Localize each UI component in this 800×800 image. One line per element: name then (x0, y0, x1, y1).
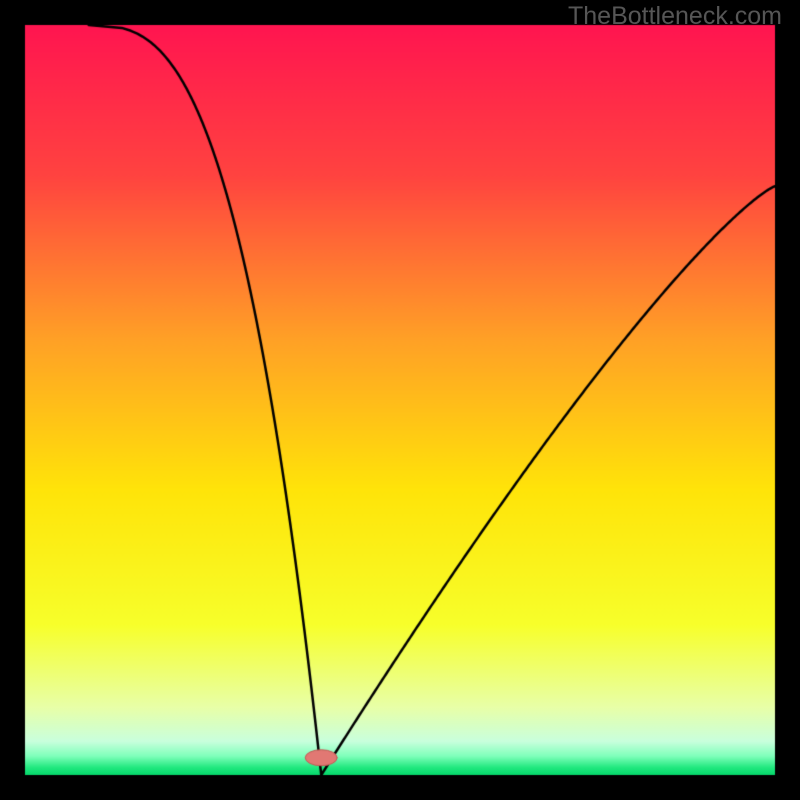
bottleneck-chart (0, 0, 800, 800)
watermark-text: TheBottleneck.com (568, 2, 782, 31)
